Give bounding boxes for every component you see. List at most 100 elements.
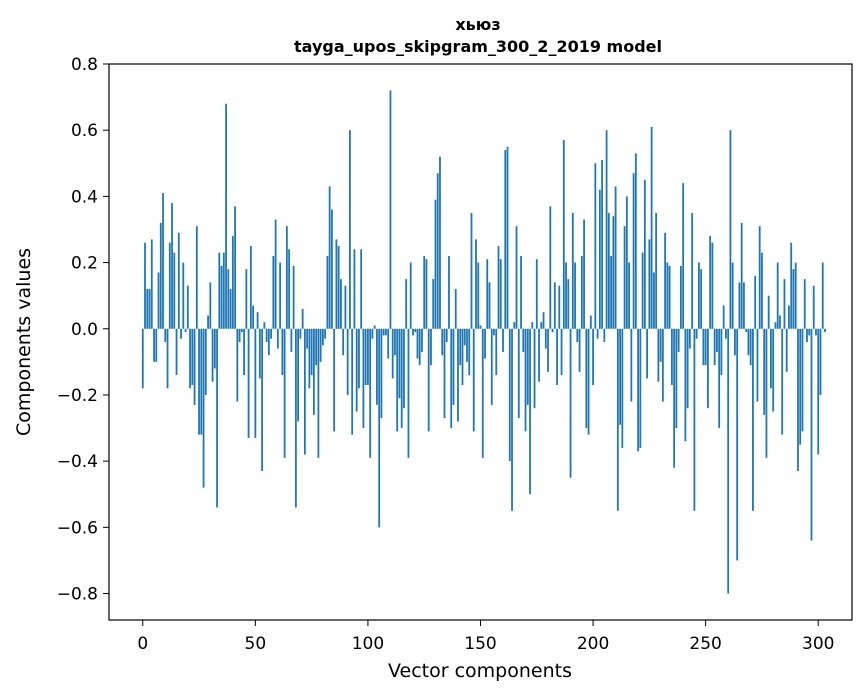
- bar-168: [520, 255, 522, 329]
- bar-15: [175, 328, 178, 376]
- bar-57: [270, 328, 273, 339]
- bar-209: [612, 216, 615, 329]
- bar-271: [752, 328, 754, 511]
- bar-16: [177, 232, 180, 329]
- bar-65: [288, 249, 291, 329]
- bar-117: [405, 279, 408, 329]
- bar-100: [367, 328, 369, 386]
- bar-174: [533, 328, 536, 409]
- bar-126: [425, 259, 428, 329]
- bar-255: [716, 328, 718, 352]
- bar-181: [549, 206, 552, 329]
- bar-62: [281, 328, 284, 376]
- x-tick-label: 300: [802, 634, 834, 654]
- bar-35: [220, 265, 223, 329]
- bar-235: [670, 328, 673, 386]
- bar-193: [576, 328, 579, 342]
- bar-175: [535, 259, 538, 329]
- bar-200: [592, 328, 594, 386]
- bar-20: [186, 285, 189, 329]
- bar-213: [621, 328, 624, 448]
- bar-251: [707, 328, 709, 409]
- bar-290: [794, 262, 797, 329]
- bar-32: [213, 328, 216, 369]
- bar-170: [524, 328, 527, 432]
- bar-68: [294, 328, 297, 508]
- x-tick-label: 0: [137, 634, 148, 654]
- bar-178: [542, 312, 545, 329]
- bar-186: [560, 328, 563, 376]
- bar-97: [360, 249, 363, 329]
- bar-44: [240, 328, 243, 333]
- bar-8: [159, 222, 162, 329]
- bar-78: [317, 328, 320, 458]
- bar-13: [171, 203, 173, 329]
- bar-36: [222, 252, 225, 329]
- bar-118: [407, 328, 410, 458]
- bar-121: [414, 328, 417, 333]
- bar-162: [506, 146, 509, 329]
- bar-41: [234, 206, 236, 329]
- bar-4: [150, 239, 153, 329]
- bar-265: [738, 282, 741, 329]
- bar-60: [276, 328, 279, 349]
- bar-112: [394, 328, 396, 356]
- bar-201: [594, 163, 597, 329]
- x-axis-label: Vector components: [388, 660, 572, 682]
- y-axis-label: Components values: [13, 248, 35, 436]
- bar-179: [544, 328, 547, 349]
- bar-158: [497, 246, 500, 329]
- bar-2: [146, 289, 149, 329]
- bar-49: [252, 305, 254, 329]
- bar-98: [362, 328, 365, 429]
- bar-219: [634, 153, 637, 329]
- bar-91: [346, 328, 349, 395]
- bar-144: [466, 328, 468, 362]
- y-tick-label: −0.8: [57, 585, 98, 605]
- bar-263: [734, 328, 736, 356]
- bar-113: [396, 328, 399, 432]
- x-tick-label: 200: [577, 634, 609, 654]
- bar-45: [243, 328, 245, 376]
- bar-88: [340, 279, 342, 329]
- bar-18: [182, 262, 185, 329]
- bar-227: [652, 272, 655, 329]
- bar-284: [781, 328, 784, 435]
- bar-127: [427, 328, 430, 432]
- bar-66: [290, 328, 293, 352]
- bar-135: [445, 328, 448, 342]
- bar-111: [391, 328, 394, 379]
- bar-166: [515, 226, 518, 329]
- bar-258: [722, 305, 725, 329]
- bar-222: [641, 252, 644, 329]
- bar-267: [743, 282, 745, 329]
- bar-54: [263, 322, 266, 329]
- bar-242: [686, 328, 689, 409]
- bar-197: [585, 328, 588, 429]
- bar-248: [700, 269, 703, 329]
- bar-211: [616, 328, 619, 511]
- bar-143: [463, 328, 466, 346]
- bar-34: [218, 252, 221, 329]
- bar-262: [731, 262, 734, 329]
- bar-303: [824, 328, 826, 333]
- bar-92: [349, 130, 351, 329]
- bar-156: [493, 328, 495, 336]
- y-tick-label: 0.8: [71, 55, 98, 75]
- bar-137: [450, 328, 453, 429]
- bar-38: [227, 269, 230, 329]
- bar-177: [540, 322, 543, 329]
- x-tick-label: 50: [245, 634, 267, 654]
- bar-223: [643, 179, 646, 329]
- bar-261: [729, 130, 732, 329]
- bar-70: [299, 328, 302, 339]
- bar-300: [817, 328, 820, 455]
- bar-123: [418, 328, 421, 366]
- bar-184: [556, 328, 558, 386]
- bar-83: [328, 186, 331, 329]
- bar-6: [155, 328, 158, 362]
- bar-25: [198, 328, 200, 435]
- bar-107: [382, 328, 385, 336]
- bar-26: [200, 328, 203, 435]
- bar-187: [562, 140, 565, 329]
